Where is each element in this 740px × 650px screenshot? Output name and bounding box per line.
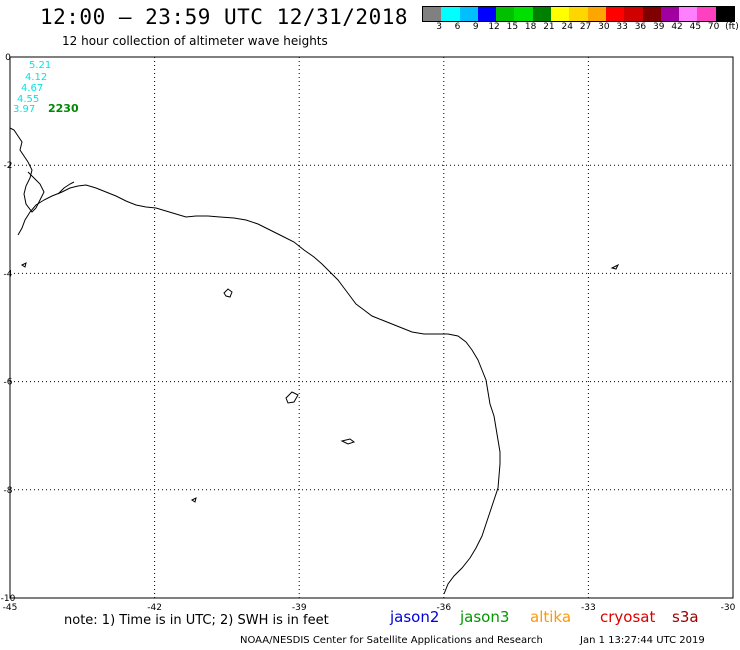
legend-swatch (551, 7, 570, 21)
legend-label: 21 (543, 22, 555, 32)
legend-label: 6 (454, 22, 461, 32)
legend-label: 27 (579, 22, 592, 32)
legend-swatch (532, 7, 552, 21)
chart-subtitle: 12 hour collection of altimeter wave hei… (62, 34, 328, 48)
legend-label: 15 (506, 22, 519, 32)
legend-swatch (679, 7, 698, 21)
satellite-altika: altika (530, 608, 572, 626)
island-6 (191, 497, 197, 503)
legend-label: 24 (561, 22, 573, 32)
latitude-tick-label: 0 (5, 53, 11, 63)
island-3 (340, 438, 356, 445)
legend-swatch (423, 7, 442, 21)
legend-swatch (569, 7, 588, 21)
latitude-tick-label: -6 (4, 378, 13, 388)
map-frame (9, 56, 734, 599)
legend-swatch (697, 7, 716, 21)
legend-label: 12 (488, 22, 500, 32)
footer-org: NOAA/NESDIS Center for Satellite Applica… (240, 635, 543, 646)
footer: NOAA/NESDIS Center for Satellite Applica… (240, 635, 705, 646)
legend-label: 45 (689, 22, 702, 32)
latitude-tick-label: -10 (1, 594, 16, 604)
legend-label: 42 (671, 22, 683, 32)
legend-label: 9 (472, 22, 479, 32)
satellite-jason2: jason2 (390, 608, 440, 626)
legend-swatch (605, 7, 625, 21)
latitude-tick-label: -4 (4, 269, 13, 279)
legend-label: 33 (616, 22, 628, 32)
wave-height-obs-1: 5.21 (29, 60, 52, 71)
legend-label: 18 (524, 22, 537, 32)
longitude-tick-label: -45 (3, 603, 18, 613)
satellite-cryosat: cryosat (600, 608, 656, 626)
longitude-tick-label: -30 (721, 603, 736, 613)
latitude-tick-label: -2 (4, 161, 13, 171)
wave-height-color-legend (422, 6, 736, 22)
axis-tick-labels: -45 -42 -39 -36 -33 -30 0 -2 -4 -6 -8 -10 (1, 53, 736, 613)
wave-height-obs-5: 3.97 (13, 104, 36, 115)
coastline-north-fragments (9, 127, 75, 213)
legend-label: 30 (598, 22, 610, 32)
legend-swatch (441, 7, 460, 21)
wave-height-obs-2: 4.12 (25, 72, 48, 83)
longitude-tick-label: -36 (436, 603, 451, 613)
latitude-tick-label: -8 (4, 486, 13, 496)
island-1 (223, 288, 233, 298)
wave-height-obs-3: 4.67 (21, 83, 44, 94)
legend-label: 70 (707, 22, 720, 32)
satellite-jason3: jason3 (460, 608, 510, 626)
observation-time: 2230 (48, 102, 79, 115)
legend-labels: 3 6 9 12 15 18 21 24 27 30 33 36 39 42 45 70 (ft) (422, 22, 740, 34)
legend-swatch (459, 7, 478, 21)
longitude-tick-label: -33 (581, 603, 596, 613)
wave-height-obs-4: 4.55 (17, 94, 40, 105)
chart-title: 12:00 – 23:59 UTC 12/31/2018 (40, 5, 409, 29)
legend-swatch (642, 7, 661, 21)
legend-label: 3 (436, 22, 443, 32)
legend-label: 39 (653, 22, 665, 32)
legend-swatch (660, 7, 680, 21)
coastline-brazil (17, 184, 501, 595)
longitude-tick-label: -42 (147, 603, 162, 613)
footer-timestamp: Jan 1 13:27:44 UTC 2019 (580, 635, 705, 646)
island-2 (285, 391, 299, 404)
legend-swatch (587, 7, 606, 21)
legend-label: (ft) (725, 22, 739, 32)
legend-swatch (514, 7, 533, 21)
legend-swatch (496, 7, 515, 21)
satellite-s3a: s3a (672, 608, 699, 626)
note-text: note: 1) Time is in UTC; 2) SWH is in fe… (64, 613, 329, 628)
legend-swatch (624, 7, 643, 21)
island-5 (21, 262, 27, 268)
legend-label: 36 (634, 22, 647, 32)
longitude-tick-label: -39 (292, 603, 307, 613)
legend-swatch (477, 7, 497, 21)
grid-lines (10, 57, 733, 598)
legend-swatch (715, 7, 735, 21)
island-4 (610, 263, 620, 270)
